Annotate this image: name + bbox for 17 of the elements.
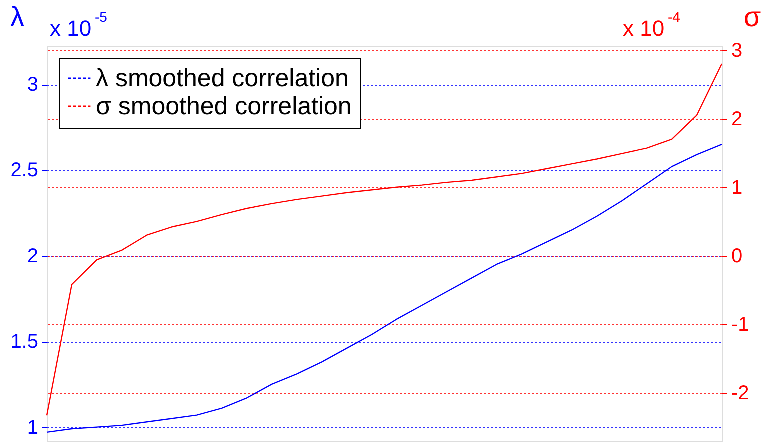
- y2-axis-title: σ: [744, 2, 762, 32]
- y-tick-label: 2.5: [10, 160, 38, 182]
- y2-tick-label: -2: [732, 382, 750, 405]
- line-series: [46, 144, 723, 434]
- y2-tick-label: 2: [732, 108, 743, 130]
- legend-label: λ smoothed correlation: [96, 64, 349, 92]
- y2-tick-label: 1: [732, 176, 743, 199]
- y-tick-label: 1: [27, 416, 38, 439]
- line-series: [46, 63, 723, 416]
- legend-label: σ smoothed correlation: [96, 92, 352, 120]
- y-tick-label: 3: [27, 74, 38, 96]
- y2-tick-label: 0: [732, 245, 743, 268]
- y-axis-title: λ: [10, 2, 24, 32]
- y2-tick-label: 3: [732, 40, 743, 62]
- y-tick-label: 1.5: [10, 331, 38, 354]
- y-tick-label: 2: [27, 245, 38, 268]
- y2-tick-label: -1: [732, 314, 750, 336]
